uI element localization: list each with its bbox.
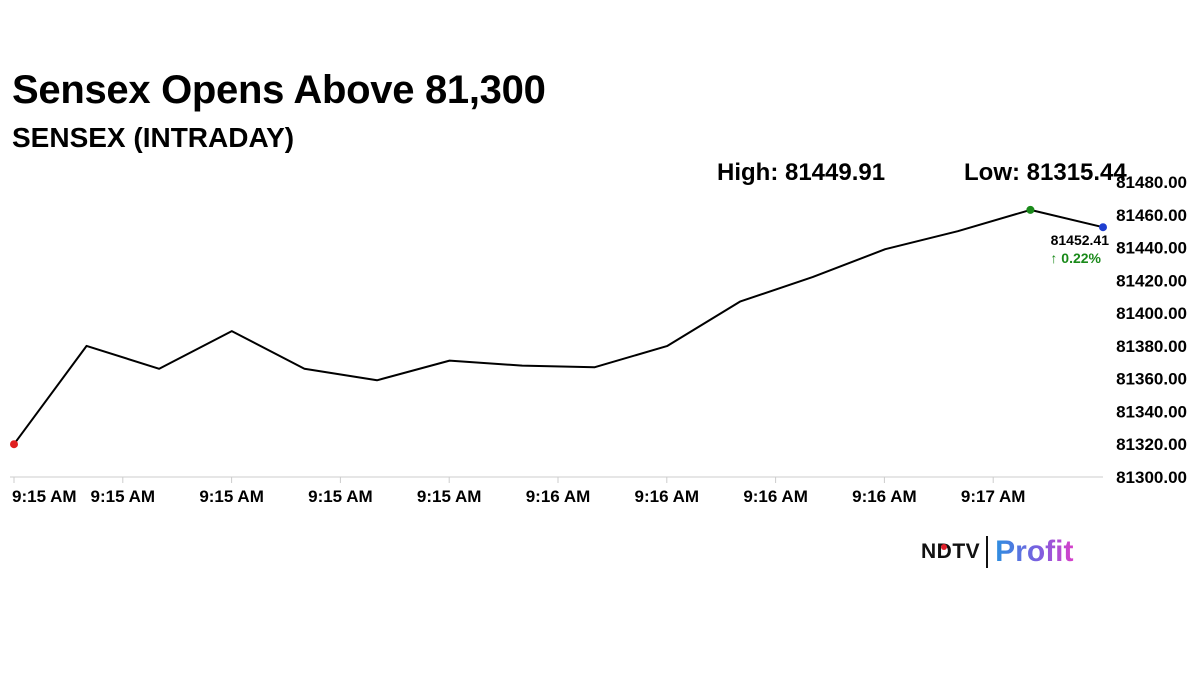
logo-profit-text: Profit	[995, 535, 1074, 568]
x-tick-label: 9:17 AM	[961, 487, 1026, 506]
y-tick-label: 81340.00	[1116, 402, 1187, 421]
y-tick-label: 81360.00	[1116, 370, 1187, 389]
x-tick-label: 9:15 AM	[12, 487, 77, 506]
start-point-marker	[10, 440, 18, 449]
logo-separator	[986, 536, 989, 568]
x-tick-label: 9:16 AM	[852, 487, 917, 506]
x-tick-label: 9:16 AM	[635, 487, 700, 506]
x-tick-label: 9:16 AM	[743, 487, 808, 506]
low-value-label: Low: 81315.44	[964, 159, 1127, 186]
logo-red-dot	[941, 544, 947, 550]
y-tick-label: 81380.00	[1116, 337, 1187, 356]
chart-subtitle: SENSEX (INTRADAY)	[12, 122, 295, 153]
y-tick-label: 81440.00	[1116, 239, 1187, 258]
high-value-label: High: 81449.91	[717, 159, 886, 186]
y-tick-label: 81400.00	[1116, 304, 1187, 323]
y-tick-label: 81300.00	[1116, 468, 1187, 487]
last-point-marker	[1099, 223, 1107, 232]
x-tick-label: 9:15 AM	[308, 487, 373, 506]
y-tick-label: 81460.00	[1116, 206, 1187, 225]
x-tick-label: 9:15 AM	[91, 487, 156, 506]
y-tick-label: 81320.00	[1116, 435, 1187, 454]
chart-title: Sensex Opens Above 81,300	[12, 68, 546, 112]
last-price-label: 81452.41	[1051, 232, 1110, 248]
ndtv-profit-logo: NDTV Profit	[921, 532, 1074, 572]
x-tick-label: 9:15 AM	[417, 487, 482, 506]
price-change-label: ↑ 0.22%	[1050, 250, 1101, 266]
y-tick-label: 81480.00	[1116, 173, 1187, 192]
high-point-marker	[1026, 205, 1035, 214]
x-tick-label: 9:16 AM	[526, 487, 591, 506]
sensex-series-line	[13, 208, 1104, 445]
y-tick-label: 81420.00	[1116, 271, 1187, 290]
logo-ndtv-text: NDTV	[921, 540, 981, 563]
x-tick-label: 9:15 AM	[199, 487, 264, 506]
